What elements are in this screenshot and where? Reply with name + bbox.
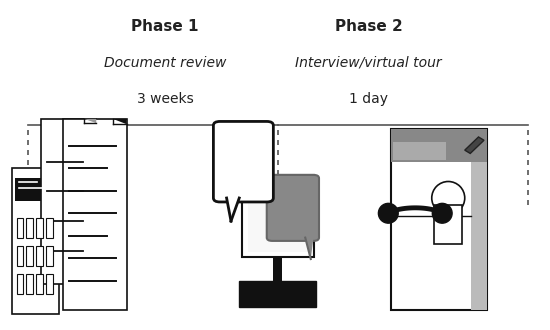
Polygon shape	[305, 238, 313, 259]
Text: Document review: Document review	[104, 56, 226, 70]
Bar	[390, 129, 487, 310]
Bar	[434, 205, 462, 244]
Bar	[390, 129, 487, 162]
Bar	[16, 246, 23, 266]
Bar	[12, 168, 59, 314]
Text: Phase 2: Phase 2	[334, 19, 403, 34]
FancyBboxPatch shape	[267, 175, 319, 241]
Bar	[239, 280, 316, 307]
Bar	[393, 142, 446, 160]
Bar	[26, 218, 33, 238]
Bar	[46, 246, 53, 266]
Ellipse shape	[378, 203, 398, 223]
Text: Phase 1: Phase 1	[131, 19, 199, 34]
Text: Interview/virtual tour: Interview/virtual tour	[295, 56, 442, 70]
Bar	[273, 257, 282, 280]
Polygon shape	[113, 119, 127, 124]
Bar	[36, 246, 43, 266]
Bar	[46, 218, 53, 238]
Bar	[63, 119, 126, 310]
Bar	[41, 119, 96, 284]
Bar	[46, 274, 53, 294]
Polygon shape	[227, 198, 239, 221]
Bar	[26, 246, 33, 266]
Polygon shape	[465, 137, 484, 153]
Bar	[16, 218, 23, 238]
FancyBboxPatch shape	[213, 121, 273, 202]
Bar	[471, 162, 487, 310]
Bar	[36, 218, 43, 238]
Bar	[242, 175, 314, 257]
Bar	[15, 178, 56, 201]
Bar	[16, 274, 23, 294]
Polygon shape	[84, 119, 96, 123]
Ellipse shape	[432, 182, 465, 215]
Ellipse shape	[432, 203, 452, 223]
Bar	[36, 274, 43, 294]
Bar	[26, 274, 33, 294]
Bar	[248, 180, 308, 252]
Text: 1 day: 1 day	[349, 92, 388, 106]
Text: 3 weeks: 3 weeks	[136, 92, 194, 106]
